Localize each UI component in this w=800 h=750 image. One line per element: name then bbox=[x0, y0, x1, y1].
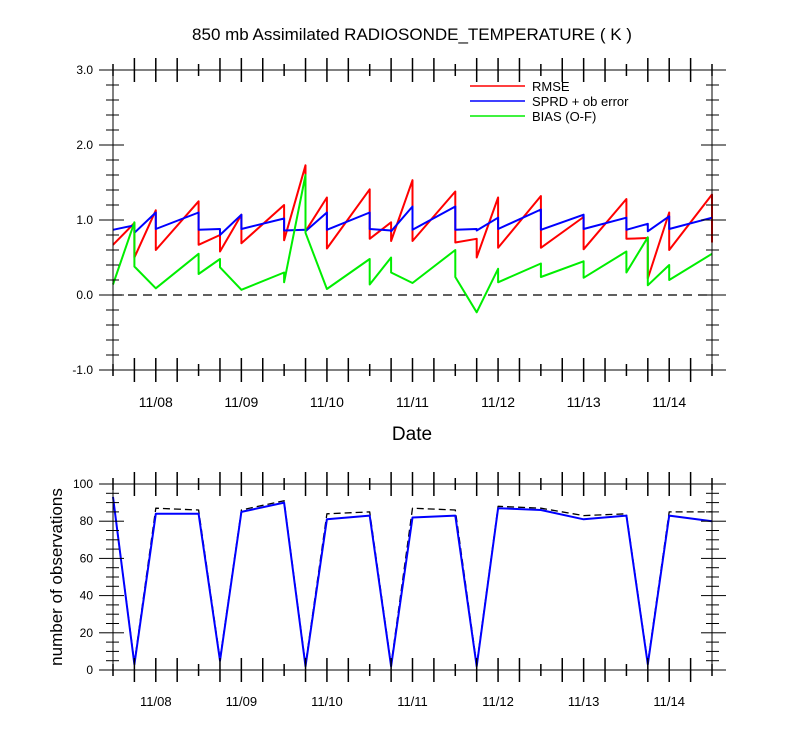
x-tick-label: 11/14 bbox=[653, 694, 685, 709]
bottom-x-ticks: 11/08 11/09 11/10 11/11 11/12 11/13 11/14 bbox=[112, 472, 713, 709]
top-y-ticks: -1.0 0.0 1.0 2.0 3.0 bbox=[72, 63, 726, 377]
x-tick-label: 11/11 bbox=[396, 394, 429, 410]
y-tick-label: 40 bbox=[80, 589, 94, 603]
x-tick-label: 11/12 bbox=[482, 694, 514, 709]
top-panel: 850 mb Assimilated RADIOSONDE_TEMPERATUR… bbox=[72, 25, 726, 445]
series-line-bias-o-f bbox=[112, 174, 713, 314]
legend-label-sprd-ob-error: SPRD + ob error bbox=[532, 94, 629, 109]
y-tick-label: 2.0 bbox=[76, 138, 93, 152]
y-tick-label: 0 bbox=[86, 663, 93, 677]
x-tick-label: 11/08 bbox=[140, 694, 172, 709]
y-tick-label: 60 bbox=[80, 551, 94, 565]
x-tick-label: 11/12 bbox=[481, 394, 515, 410]
x-tick-label: 11/11 bbox=[397, 694, 428, 709]
legend-label-bias-o-f: BIAS (O-F) bbox=[532, 109, 596, 124]
x-tick-label: 11/10 bbox=[310, 394, 344, 410]
y-tick-label: 20 bbox=[80, 626, 94, 640]
bottom-y-ticks: 0 20 40 60 80 100 bbox=[73, 477, 726, 677]
x-tick-label: 11/13 bbox=[567, 394, 601, 410]
y-tick-label: 1.0 bbox=[76, 213, 93, 227]
chart-title: 850 mb Assimilated RADIOSONDE_TEMPERATUR… bbox=[192, 25, 632, 44]
y-tick-label: -1.0 bbox=[72, 363, 93, 377]
y-tick-label: 0.0 bbox=[76, 288, 93, 302]
top-x-ticks: 11/08 11/09 11/10 11/11 11/12 11/13 11/14 bbox=[112, 58, 713, 410]
y-tick-label: 80 bbox=[80, 514, 94, 528]
x-axis-label: Date bbox=[392, 424, 432, 445]
legend-label-rmse: RMSE bbox=[532, 79, 570, 94]
series-line-sprd-ob-error bbox=[112, 205, 713, 236]
series-line-assimilated bbox=[112, 496, 713, 668]
y-tick-label: 100 bbox=[73, 477, 93, 491]
x-tick-label: 11/09 bbox=[224, 394, 258, 410]
x-tick-label: 11/14 bbox=[652, 394, 686, 410]
y-axis-label: number of observations bbox=[47, 488, 66, 666]
x-tick-label: 11/13 bbox=[568, 694, 600, 709]
top-series-group bbox=[112, 164, 713, 314]
x-tick-label: 11/08 bbox=[139, 394, 173, 410]
bottom-series-group bbox=[112, 496, 713, 668]
x-tick-label: 11/09 bbox=[226, 694, 258, 709]
y-tick-label: 3.0 bbox=[76, 63, 93, 77]
series-line-rmse bbox=[112, 164, 713, 280]
x-tick-label: 11/10 bbox=[311, 694, 343, 709]
